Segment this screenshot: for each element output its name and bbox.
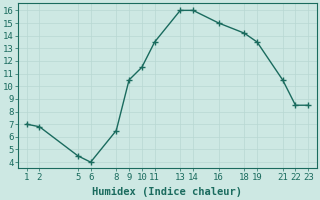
X-axis label: Humidex (Indice chaleur): Humidex (Indice chaleur) (92, 187, 243, 197)
